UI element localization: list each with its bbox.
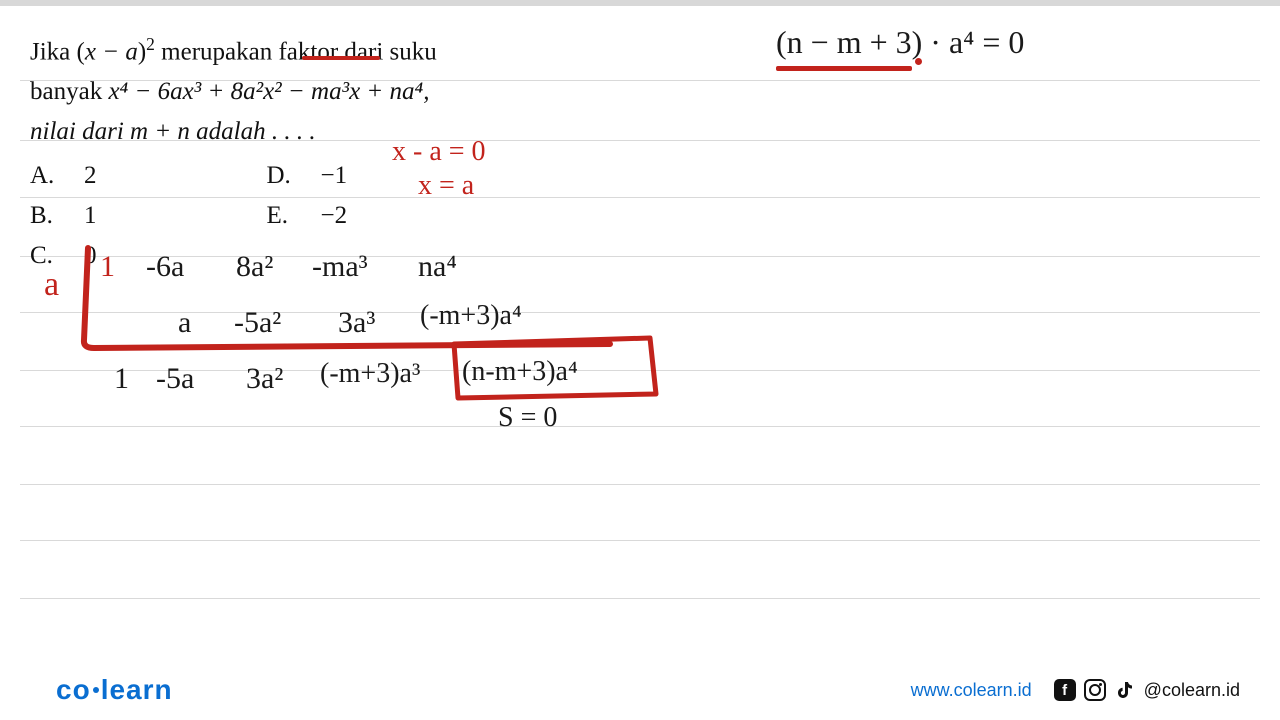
expr: x − a bbox=[85, 38, 138, 65]
underline-faktor bbox=[302, 56, 380, 60]
hand-r0-c5: na⁴ bbox=[418, 250, 457, 284]
tiktok-icon[interactable] bbox=[1114, 679, 1136, 701]
hand-r1-c5: (-m+3)a⁴ bbox=[420, 300, 522, 332]
red-dot-icon bbox=[915, 58, 922, 65]
hand-r2-c2: -5a bbox=[156, 362, 194, 396]
hand-red-a: a bbox=[44, 266, 59, 304]
underline-eq-nm3 bbox=[776, 66, 912, 71]
hand-r1-c2: a bbox=[178, 306, 191, 340]
brand-logo: colearn bbox=[56, 674, 173, 706]
footer-right: www.colearn.id f @colearn.id bbox=[911, 679, 1240, 701]
hand-red-xa: x = a bbox=[418, 170, 474, 202]
option-row-2: B.1 E.−2 bbox=[30, 196, 437, 236]
hand-r2-c1: 1 bbox=[114, 362, 129, 396]
hand-eq-top: (n − m + 3) · a⁴ = 0 bbox=[776, 24, 1024, 61]
option-a: A.2 bbox=[30, 156, 97, 196]
instagram-icon[interactable] bbox=[1084, 679, 1106, 701]
hand-r0-c4: -ma³ bbox=[312, 250, 368, 284]
hand-r0-c2: -6a bbox=[146, 250, 184, 284]
hand-r2-c3: 3a² bbox=[246, 362, 283, 396]
ruled-line bbox=[20, 540, 1260, 541]
social-handle: @colearn.id bbox=[1144, 680, 1240, 701]
ruled-line bbox=[20, 598, 1260, 599]
text: nilai dari m + n adalah . . . . bbox=[30, 118, 316, 145]
hand-red-xa0: x - a = 0 bbox=[392, 136, 486, 168]
footer: colearn www.colearn.id f @colearn.id bbox=[0, 660, 1280, 720]
option-e: E.−2 bbox=[267, 196, 348, 236]
footer-url[interactable]: www.colearn.id bbox=[911, 680, 1032, 701]
poly: x⁴ − 6ax³ + 8a²x² − ma³x + na⁴, bbox=[108, 78, 429, 105]
option-b: B.1 bbox=[30, 196, 97, 236]
text: merupakan faktor dari suku bbox=[155, 38, 437, 65]
hand-r0-c3: 8a² bbox=[236, 250, 273, 284]
sup: 2 bbox=[146, 34, 155, 54]
problem-text: Jika (x − a)2 merupakan faktor dari suku… bbox=[30, 24, 437, 276]
problem-line-3: nilai dari m + n adalah . . . . bbox=[30, 112, 437, 152]
hand-r1-c4: 3a³ bbox=[338, 306, 375, 340]
logo-dot-icon bbox=[93, 687, 99, 693]
box-path bbox=[454, 338, 656, 398]
facebook-icon[interactable]: f bbox=[1054, 679, 1076, 701]
ruled-line bbox=[20, 484, 1260, 485]
text: Jika ( bbox=[30, 38, 85, 65]
logo-part-2: learn bbox=[101, 674, 173, 705]
ruled-line bbox=[20, 426, 1260, 427]
problem-line-2: banyak x⁴ − 6ax³ + 8a²x² − ma³x + na⁴, bbox=[30, 72, 437, 112]
option-row-1: A.2 D.−1 bbox=[30, 156, 437, 196]
option-d: D.−1 bbox=[267, 156, 348, 196]
hand-r1-c3: -5a² bbox=[234, 306, 281, 340]
problem-line-1: Jika (x − a)2 merupakan faktor dari suku bbox=[30, 24, 437, 72]
hand-r2-c4: (-m+3)a³ bbox=[320, 358, 420, 390]
text: banyak bbox=[30, 78, 108, 105]
logo-part-1: co bbox=[56, 674, 91, 705]
remainder-box bbox=[450, 336, 670, 414]
social-links: f @colearn.id bbox=[1054, 679, 1240, 701]
page: Jika (x − a)2 merupakan faktor dari suku… bbox=[0, 0, 1280, 720]
